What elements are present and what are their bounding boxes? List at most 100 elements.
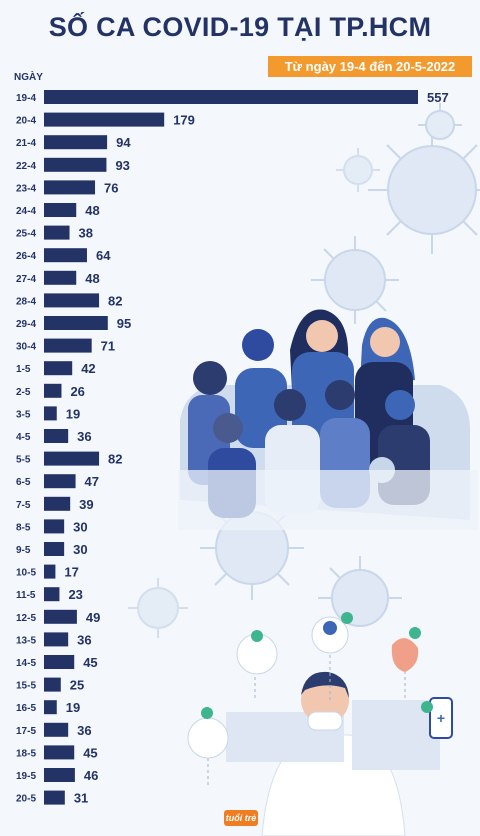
category-label: 20-4: [16, 116, 36, 127]
bar: [44, 316, 108, 330]
category-label: 9-5: [16, 545, 31, 556]
data-label: 64: [96, 248, 111, 263]
category-label: 16-5: [16, 703, 36, 714]
category-label: 10-5: [16, 568, 36, 579]
category-label: 4-5: [16, 432, 31, 443]
category-label: 11-5: [16, 590, 36, 601]
category-label: 23-4: [16, 183, 36, 194]
category-label: 19-4: [16, 93, 36, 104]
data-label: 26: [70, 384, 84, 399]
data-label: 19: [66, 406, 80, 421]
bar: [44, 406, 57, 421]
bar: [44, 745, 75, 760]
bar: [44, 135, 108, 150]
bar: [44, 722, 69, 737]
category-label: 25-4: [16, 229, 36, 240]
page-title: SỐ CA COVID-19 TẠI TP.HCM: [48, 12, 432, 42]
category-label: 22-4: [16, 161, 36, 172]
data-label: 30: [73, 542, 87, 557]
bar: [44, 112, 165, 127]
category-label: 29-4: [16, 319, 36, 330]
data-label: 48: [85, 203, 99, 218]
category-label: 7-5: [16, 500, 31, 511]
category-label: 20-5: [16, 794, 36, 805]
data-label: 93: [115, 158, 129, 173]
virus-icon: [311, 236, 399, 324]
data-label: 71: [101, 339, 115, 354]
bar: [44, 383, 62, 398]
virus-icon: [128, 578, 188, 638]
data-label: 30: [73, 519, 87, 534]
bar: [44, 293, 100, 308]
bar: [44, 451, 100, 466]
doctor-illustration: +: [226, 671, 453, 836]
bar: [44, 564, 56, 579]
bar: [44, 700, 57, 715]
bar: [44, 519, 65, 534]
svg-text:+: +: [437, 710, 445, 726]
bar: [44, 474, 76, 489]
category-label: 19-5: [16, 771, 36, 782]
data-label: 48: [85, 271, 99, 286]
category-label: 5-5: [16, 455, 31, 466]
category-label: 8-5: [16, 522, 31, 533]
bar: [44, 542, 65, 556]
data-label: 46: [84, 768, 98, 783]
bar: [44, 609, 77, 624]
data-label: 557: [427, 90, 449, 105]
bar: [44, 180, 96, 195]
data-label: 95: [117, 316, 131, 331]
bar: [44, 225, 70, 240]
y-axis-label: NGÀY: [14, 70, 43, 83]
category-label: 3-5: [16, 409, 31, 420]
data-label: 42: [81, 361, 95, 376]
virus-icon: [418, 103, 462, 140]
bar: [44, 270, 77, 285]
category-label: 28-4: [16, 296, 36, 307]
data-label: 82: [108, 452, 122, 467]
bar: [44, 248, 87, 263]
data-label: 39: [79, 497, 93, 512]
data-label: 82: [108, 293, 122, 308]
bar: [44, 90, 418, 104]
data-label: 49: [86, 610, 100, 625]
virus-icon: [318, 556, 402, 627]
check-badges: [187, 612, 433, 785]
category-label: 26-4: [16, 251, 36, 262]
data-label: 47: [85, 474, 99, 489]
category-label: 6-5: [16, 477, 31, 488]
data-label: 36: [77, 723, 91, 738]
bar: [44, 768, 75, 782]
date-range-badge: Từ ngày 19-4 đến 20-5-2022: [268, 56, 472, 77]
category-label: 2-5: [16, 387, 31, 398]
bar: [44, 496, 71, 511]
category-label: 12-5: [16, 613, 36, 624]
virus-icon: [368, 126, 480, 254]
data-label: 36: [77, 429, 91, 444]
bar: [44, 338, 92, 353]
category-label: 13-5: [16, 635, 36, 646]
data-label: 38: [79, 226, 93, 241]
category-label: 15-5: [16, 681, 36, 692]
bar: [44, 655, 75, 669]
data-label: 94: [116, 135, 131, 150]
bar: [44, 361, 73, 376]
data-label: 17: [64, 565, 78, 580]
category-label: 18-5: [16, 748, 36, 759]
category-label: 27-4: [16, 274, 36, 285]
bar: [44, 157, 107, 172]
data-label: 36: [77, 632, 91, 647]
data-label: 25: [70, 678, 84, 693]
data-label: 19: [66, 700, 80, 715]
tuoi-tre-logo: tuổi trẻ: [224, 810, 258, 826]
data-label: 179: [173, 113, 195, 128]
data-label: 45: [83, 655, 97, 670]
crowd-illustration: [178, 309, 478, 530]
category-label: 21-4: [16, 138, 36, 149]
data-label: 23: [68, 587, 82, 602]
bar: [44, 677, 61, 692]
category-label: 17-5: [16, 726, 36, 737]
data-label: 31: [74, 791, 88, 806]
